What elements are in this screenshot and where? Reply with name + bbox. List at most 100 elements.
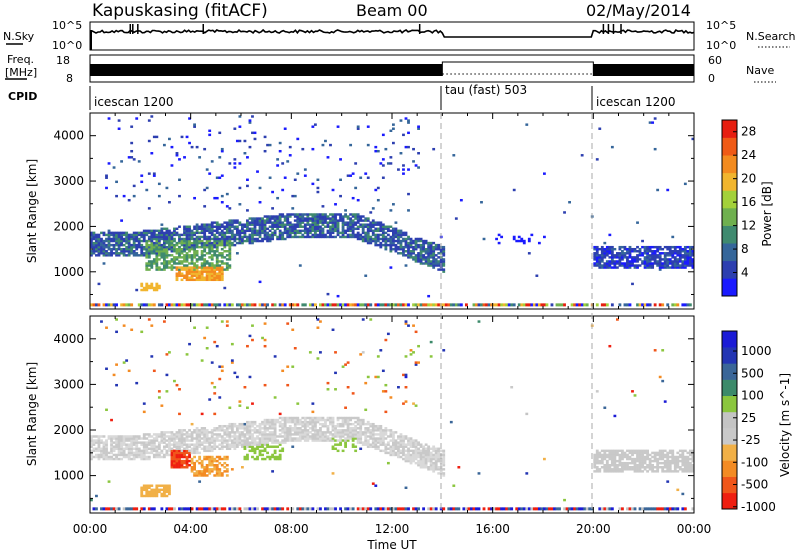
echo-cell bbox=[374, 433, 378, 436]
echo-cell bbox=[407, 247, 410, 251]
echo-cell bbox=[220, 447, 224, 451]
echo-cell bbox=[130, 453, 134, 457]
echo-cell bbox=[92, 247, 96, 251]
echo-cell bbox=[641, 461, 644, 465]
echo-cell bbox=[409, 237, 413, 241]
echo-cell bbox=[359, 217, 363, 220]
echo-cell bbox=[251, 443, 254, 446]
echo-cell bbox=[661, 468, 665, 471]
echo-cell bbox=[162, 433, 166, 436]
echo-cell bbox=[276, 215, 280, 218]
echo-cell bbox=[278, 141, 282, 145]
echo-cell bbox=[261, 229, 264, 233]
echo-cell bbox=[283, 433, 287, 436]
echo-cell bbox=[228, 235, 232, 239]
echo-cell bbox=[130, 445, 134, 448]
echo-cell bbox=[157, 254, 161, 257]
echo-cell bbox=[651, 250, 655, 253]
echo-cell bbox=[628, 468, 632, 471]
echo-cell bbox=[384, 449, 388, 453]
freq-tick-low: 8 bbox=[66, 72, 73, 85]
echo-cell bbox=[175, 449, 179, 453]
echo-cell bbox=[273, 457, 277, 461]
echo-cell bbox=[560, 303, 564, 307]
echo-cell bbox=[326, 156, 330, 159]
echo-cell bbox=[190, 262, 194, 265]
echo-cell bbox=[626, 256, 629, 259]
echo-cell bbox=[281, 429, 285, 432]
echo-cell bbox=[203, 474, 207, 477]
echo-cell bbox=[598, 459, 602, 463]
echo-cell bbox=[160, 494, 164, 498]
echo-cell bbox=[311, 221, 315, 224]
echo-cell bbox=[326, 388, 330, 391]
echo-cell bbox=[145, 457, 149, 461]
echo-cell bbox=[253, 131, 257, 135]
echo-cell bbox=[308, 229, 312, 233]
echo-cell bbox=[137, 231, 141, 235]
echo-cell bbox=[303, 231, 307, 235]
echo-cell bbox=[681, 247, 685, 251]
echo-cell bbox=[376, 429, 380, 432]
echo-cell bbox=[535, 507, 539, 511]
echo-cell bbox=[394, 451, 398, 455]
echo-cell bbox=[230, 422, 234, 426]
echo-cell bbox=[321, 227, 325, 231]
echo-cell bbox=[291, 433, 295, 436]
echo-cell bbox=[271, 215, 275, 218]
echo-cell bbox=[334, 435, 337, 438]
echo-cell bbox=[686, 256, 690, 259]
echo-cell bbox=[371, 239, 375, 243]
echo-cell bbox=[424, 239, 428, 243]
echo-cell bbox=[157, 447, 161, 451]
echo-cell bbox=[361, 229, 365, 233]
echo-cell bbox=[258, 186, 262, 190]
echo-cell bbox=[223, 250, 227, 253]
echo-cell bbox=[195, 272, 199, 275]
echo-cell bbox=[205, 507, 209, 511]
echo-cell bbox=[593, 459, 597, 463]
echo-cell bbox=[228, 431, 232, 434]
echo-cell bbox=[273, 221, 277, 224]
echo-cell bbox=[432, 447, 436, 451]
echo-cell bbox=[293, 416, 297, 420]
echo-cell bbox=[646, 451, 649, 455]
echo-cell bbox=[117, 437, 121, 440]
echo-cell bbox=[145, 250, 149, 253]
echo-cell bbox=[162, 447, 166, 451]
echo-cell bbox=[412, 445, 415, 448]
echo-cell bbox=[102, 441, 106, 444]
echo-cell bbox=[361, 215, 365, 218]
echo-cell bbox=[235, 225, 239, 228]
echo-cell bbox=[346, 221, 350, 224]
echo-cell bbox=[643, 468, 647, 471]
echo-cell bbox=[180, 241, 184, 245]
echo-cell bbox=[349, 219, 353, 222]
echo-cell bbox=[185, 268, 189, 271]
echo-cell bbox=[248, 449, 252, 453]
echo-cell bbox=[220, 369, 224, 373]
echo-cell bbox=[235, 441, 239, 444]
echo-cell bbox=[321, 433, 325, 436]
echo-cell bbox=[399, 239, 403, 243]
echo-cell bbox=[188, 455, 191, 459]
echo-cell bbox=[145, 449, 149, 453]
echo-cell bbox=[459, 198, 463, 202]
echo-cell bbox=[631, 461, 634, 465]
echo-cell bbox=[407, 241, 410, 245]
echo-cell bbox=[193, 274, 196, 277]
echo-cell bbox=[228, 303, 232, 307]
echo-cell bbox=[175, 268, 179, 271]
echo-cell bbox=[180, 439, 184, 442]
echo-cell bbox=[386, 229, 390, 233]
echo-cell bbox=[155, 453, 159, 457]
echo-cell bbox=[203, 472, 207, 475]
echo-cell bbox=[100, 320, 103, 323]
echo-cell bbox=[155, 455, 159, 459]
echo-cell bbox=[329, 420, 332, 424]
echo-cell bbox=[369, 229, 373, 233]
echo-cell bbox=[281, 431, 285, 434]
echo-cell bbox=[178, 451, 181, 455]
echo-cell bbox=[618, 262, 622, 265]
echo-cell bbox=[354, 429, 358, 432]
